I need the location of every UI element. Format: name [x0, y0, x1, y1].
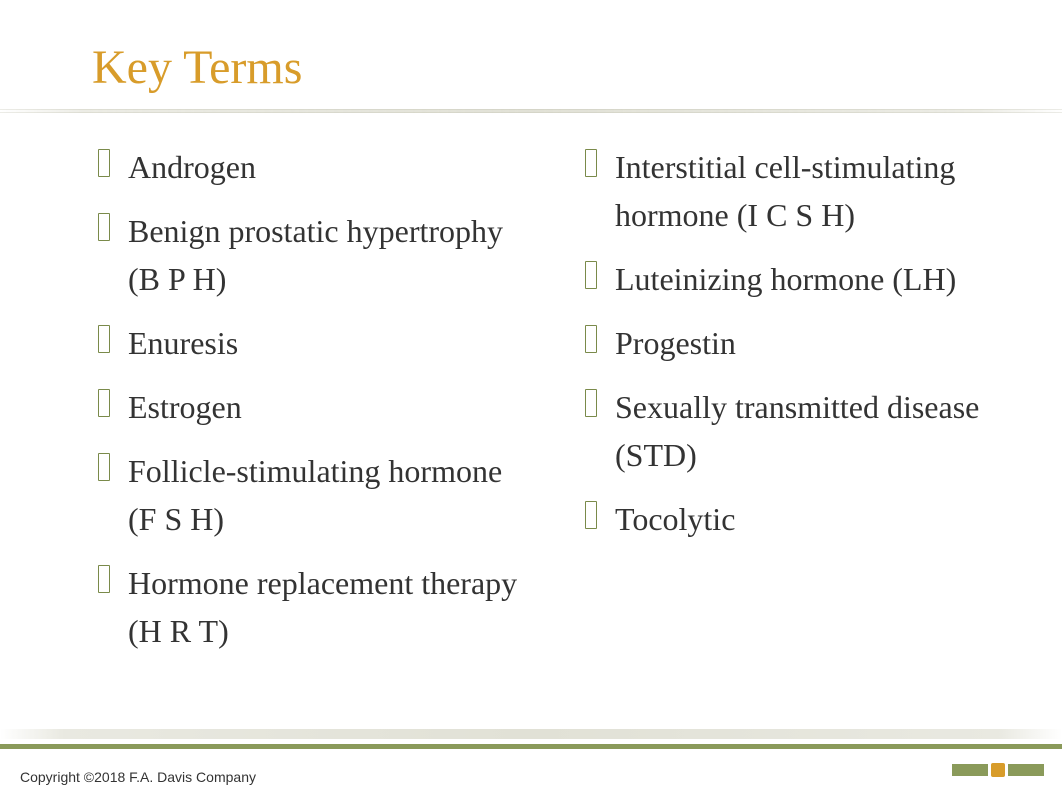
list-item: Luteinizing hormone (LH)	[585, 255, 1012, 303]
bullet-icon	[585, 149, 597, 177]
footer-band	[0, 729, 1062, 739]
bullet-icon	[98, 149, 110, 177]
list-item: Follicle-stimulating hormone (F S H)	[98, 447, 525, 543]
publisher-logo	[952, 763, 1044, 777]
bullet-icon	[585, 501, 597, 529]
bullet-icon	[98, 389, 110, 417]
left-column: Androgen Benign prostatic hypertrophy (B…	[98, 143, 525, 671]
content-area: Androgen Benign prostatic hypertrophy (B…	[0, 113, 1062, 671]
term-text: Sexually transmitted disease (STD)	[615, 383, 1012, 479]
bullet-icon	[98, 453, 110, 481]
list-item: Tocolytic	[585, 495, 1012, 543]
logo-center	[991, 763, 1005, 777]
right-column: Interstitial cell-stimulating hormone (I…	[585, 143, 1012, 671]
logo-segment	[1008, 764, 1044, 776]
term-text: Benign prostatic hypertrophy (B P H)	[128, 207, 525, 303]
list-item: Benign prostatic hypertrophy (B P H)	[98, 207, 525, 303]
bullet-icon	[585, 325, 597, 353]
term-text: Hormone replacement therapy (H R T)	[128, 559, 525, 655]
bullet-icon	[98, 213, 110, 241]
term-text: Enuresis	[128, 319, 238, 367]
bullet-icon	[585, 389, 597, 417]
bullet-icon	[585, 261, 597, 289]
list-item: Hormone replacement therapy (H R T)	[98, 559, 525, 655]
list-item: Sexually transmitted disease (STD)	[585, 383, 1012, 479]
list-item: Progestin	[585, 319, 1012, 367]
term-text: Progestin	[615, 319, 736, 367]
term-text: Luteinizing hormone (LH)	[615, 255, 956, 303]
list-item: Enuresis	[98, 319, 525, 367]
page-title: Key Terms	[0, 0, 1062, 95]
list-item: Estrogen	[98, 383, 525, 431]
term-text: Follicle-stimulating hormone (F S H)	[128, 447, 525, 543]
term-text: Interstitial cell-stimulating hormone (I…	[615, 143, 1012, 239]
footer-divider	[0, 744, 1062, 749]
copyright-text: Copyright ©2018 F.A. Davis Company	[20, 769, 256, 785]
list-item: Interstitial cell-stimulating hormone (I…	[585, 143, 1012, 239]
term-text: Tocolytic	[615, 495, 735, 543]
term-text: Androgen	[128, 143, 256, 191]
bullet-icon	[98, 565, 110, 593]
term-text: Estrogen	[128, 383, 242, 431]
bullet-icon	[98, 325, 110, 353]
list-item: Androgen	[98, 143, 525, 191]
logo-segment	[952, 764, 988, 776]
